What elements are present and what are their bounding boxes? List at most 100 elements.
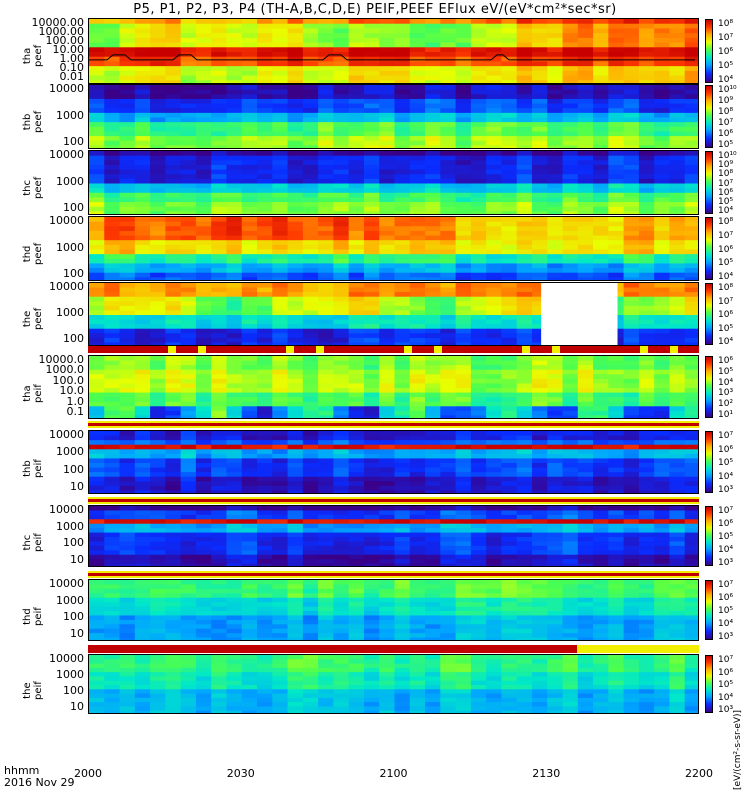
heatmap-cell xyxy=(272,510,289,516)
heatmap-cell xyxy=(593,415,609,418)
heatmap-cell xyxy=(470,230,487,237)
heatmap-cell xyxy=(654,89,671,95)
heatmap-cell xyxy=(425,435,441,441)
heatmap-cell xyxy=(363,514,380,520)
heatmap-cell xyxy=(593,174,609,180)
heatmap-cell xyxy=(150,89,166,95)
heatmap-cell xyxy=(134,559,151,565)
heatmap-cell xyxy=(669,103,686,109)
heatmap-cell xyxy=(440,217,457,223)
heatmap-cell xyxy=(669,131,686,137)
heatmap-cell xyxy=(165,356,182,362)
heatmap-cell xyxy=(165,240,182,246)
heatmap-cell xyxy=(211,453,228,460)
heatmap-cell xyxy=(302,292,319,298)
heatmap-cell xyxy=(104,23,121,30)
heatmap-cell xyxy=(272,369,289,375)
heatmap-cell xyxy=(241,388,258,394)
heatmap-cell xyxy=(593,254,609,260)
heatmap-cell xyxy=(486,369,503,375)
heatmap-cell xyxy=(119,374,136,380)
heatmap-cell xyxy=(379,249,396,255)
heatmap-cell xyxy=(593,61,609,67)
heatmap-cell xyxy=(180,337,197,344)
heatmap-cell xyxy=(669,80,686,83)
heatmap-cell xyxy=(318,66,335,72)
heatmap-cell xyxy=(150,593,166,599)
heatmap-cell xyxy=(272,188,289,194)
heatmap-cell xyxy=(180,356,197,362)
heatmap-cell xyxy=(593,545,609,551)
heatmap-cell xyxy=(394,249,411,255)
heatmap-cell xyxy=(638,174,655,180)
heatmap-cell xyxy=(302,117,319,123)
heatmap-cell xyxy=(638,37,655,44)
heatmap-cell xyxy=(486,268,503,274)
heatmap-cell xyxy=(150,406,166,412)
heatmap-cell xyxy=(593,559,609,565)
heatmap-cell xyxy=(455,519,472,525)
heatmap-cell xyxy=(486,563,503,566)
heatmap-cell xyxy=(226,122,243,128)
heatmap-cell xyxy=(516,145,533,148)
colorbar-unit-label: [eV/(cm²-s-sr-eV)] xyxy=(733,709,743,790)
heatmap-cell xyxy=(348,56,365,63)
heatmap-cell xyxy=(241,383,258,389)
heatmap-cell xyxy=(287,164,304,171)
heatmap-cell xyxy=(608,136,625,142)
heatmap-cell xyxy=(425,397,441,403)
heatmap-cell xyxy=(409,523,426,529)
heatmap-cell xyxy=(226,151,243,157)
heatmap-cell xyxy=(547,514,564,520)
heatmap-cell xyxy=(516,226,533,232)
heatmap-cell xyxy=(547,211,564,214)
heatmap-cell xyxy=(425,235,441,241)
heatmap-cell xyxy=(272,103,289,109)
heatmap-cell xyxy=(150,356,166,362)
heatmap-cell xyxy=(287,305,304,312)
heatmap-cell xyxy=(669,401,686,407)
heatmap-cell xyxy=(470,94,487,100)
heatmap-cell xyxy=(455,217,472,223)
heatmap-cell xyxy=(440,183,457,189)
heatmap-cell xyxy=(180,98,197,105)
heatmap-cell xyxy=(318,415,335,418)
y-tick-label: 0.01 xyxy=(59,70,85,83)
heatmap-cell xyxy=(455,532,472,538)
heatmap-cell xyxy=(501,485,518,492)
heatmap-cell xyxy=(623,183,640,189)
heatmap-cell xyxy=(180,328,197,334)
heatmap-cell xyxy=(302,337,319,344)
heatmap-cell xyxy=(440,89,457,95)
heatmap-cell xyxy=(425,431,441,437)
heatmap-cell xyxy=(257,388,273,394)
heatmap-cell xyxy=(150,633,166,639)
heatmap-cell xyxy=(89,80,105,83)
heatmap-cell xyxy=(638,94,655,100)
heatmap-cell xyxy=(455,126,472,133)
heatmap-cell xyxy=(89,481,105,487)
heatmap-cell xyxy=(425,226,441,232)
heatmap-cell xyxy=(287,619,304,625)
heatmap-cell xyxy=(333,160,350,166)
heatmap-cell xyxy=(394,23,411,30)
heatmap-cell xyxy=(562,545,579,551)
heatmap-cell xyxy=(89,401,105,407)
heatmap-cell xyxy=(547,230,564,237)
heatmap-cell xyxy=(684,337,698,344)
heatmap-cell xyxy=(348,374,365,380)
heatmap-cell xyxy=(501,458,518,464)
heatmap-cell xyxy=(287,463,304,469)
heatmap-cell xyxy=(104,593,121,599)
panel-thd-peef-colorbar xyxy=(705,217,713,280)
heatmap-cell xyxy=(623,292,640,298)
heatmap-cell xyxy=(470,431,487,437)
heatmap-cell xyxy=(455,249,472,255)
heatmap-cell xyxy=(226,431,243,437)
heatmap-cell xyxy=(287,453,304,460)
colorbar-tick-label: 10⁶ xyxy=(718,187,734,198)
heatmap-cell xyxy=(104,559,121,565)
heatmap-cell xyxy=(104,174,121,180)
heatmap-cell xyxy=(440,230,457,237)
heatmap-cell xyxy=(104,365,121,371)
